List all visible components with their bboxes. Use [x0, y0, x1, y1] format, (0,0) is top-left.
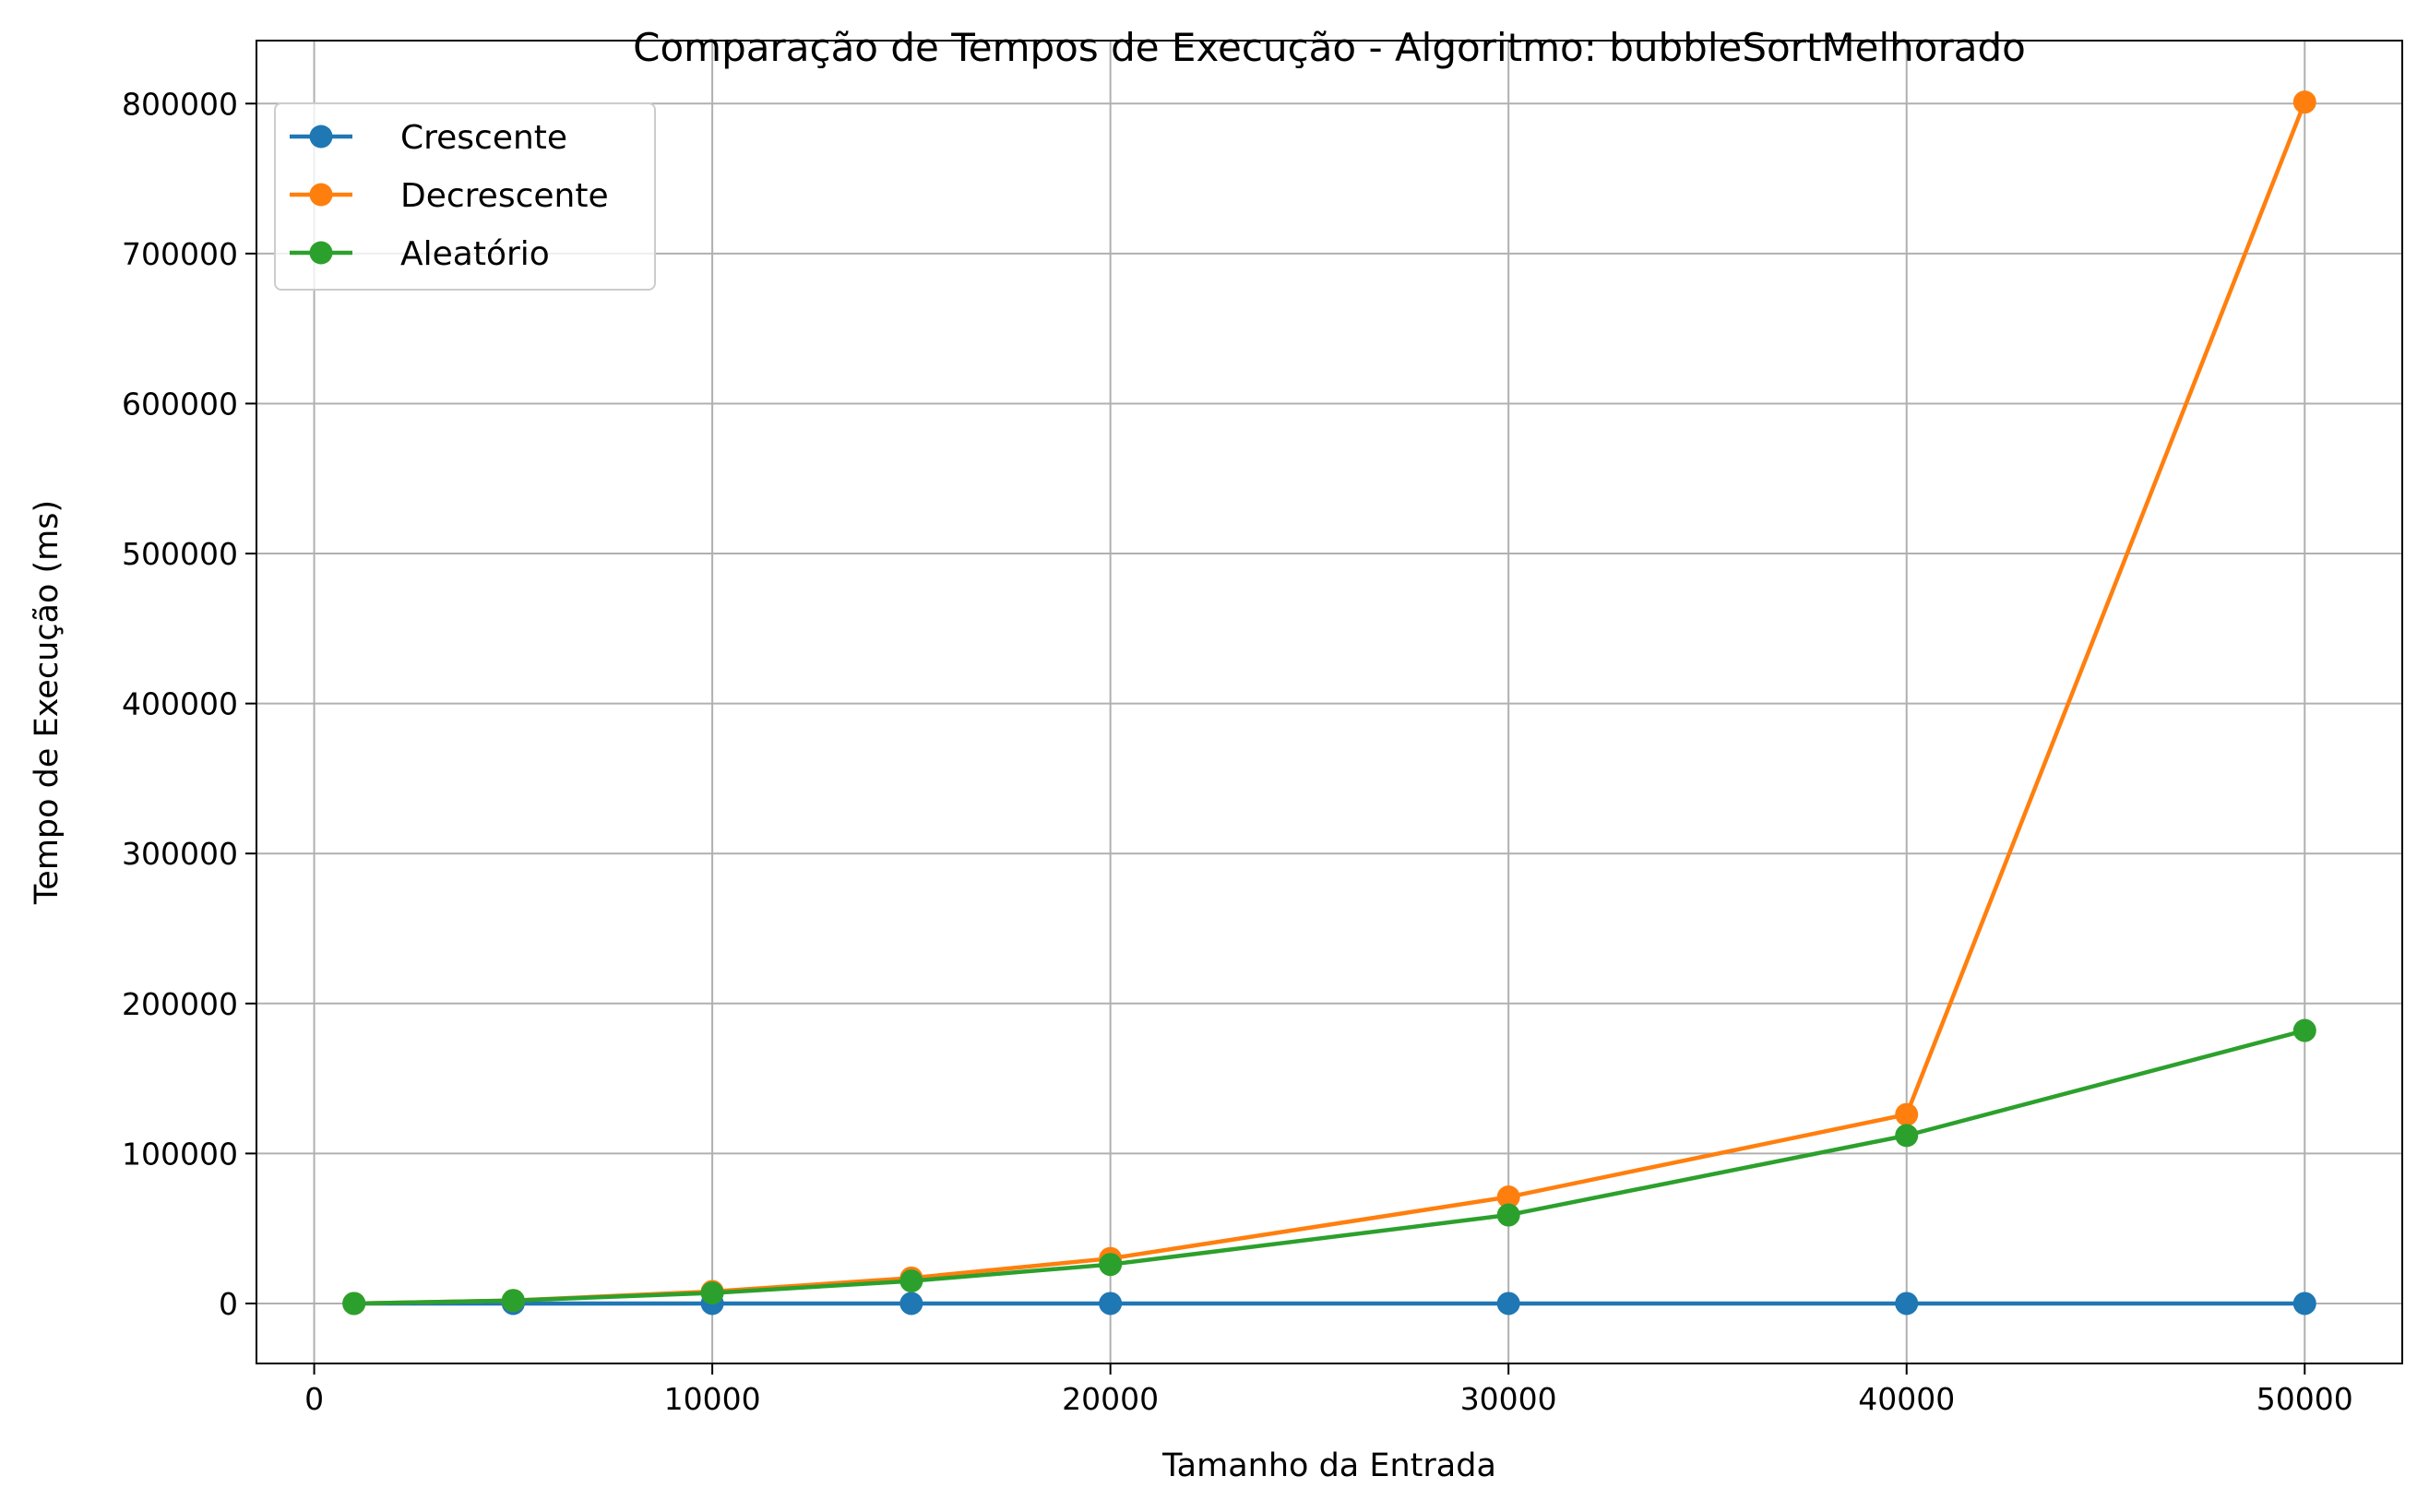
x-tick-label: 30000 [1460, 1381, 1557, 1417]
data-point [2292, 1018, 2316, 1042]
y-axis-label: Tempo de Execução (ms) [29, 500, 65, 905]
plot-area-frame [256, 40, 2403, 1364]
legend-item: Decrescente [290, 177, 609, 215]
legend-label: Decrescente [400, 177, 609, 215]
data-point [1099, 1253, 1123, 1277]
y-tick-label: 600000 [122, 386, 238, 422]
series-Aleatório [342, 1018, 2316, 1316]
data-point [1496, 1203, 1520, 1227]
y-tick-label: 300000 [122, 836, 238, 872]
legend-label: Crescente [400, 119, 567, 157]
legend-label: Aleatório [400, 235, 550, 273]
legend-marker [309, 183, 333, 207]
legend: Crescente Decrescente Aleatório [274, 102, 656, 291]
legend-marker [309, 125, 333, 149]
legend-item: Crescente [290, 119, 567, 157]
data-point [1496, 1292, 1520, 1316]
data-point [1895, 1102, 1919, 1126]
data-point [1099, 1292, 1123, 1316]
y-tick-label: 200000 [122, 986, 238, 1022]
y-tick-label: 100000 [122, 1136, 238, 1172]
y-tick-label: 700000 [122, 236, 238, 272]
x-axis-label: Tamanho da Entrada [1161, 1447, 1496, 1484]
x-tick-label: 10000 [664, 1381, 761, 1417]
y-tick-label: 0 [219, 1286, 238, 1322]
x-tick-label: 20000 [1062, 1381, 1159, 1417]
axis-ticks: 0 10000 20000 30000 40000 5000001000002000003… [122, 86, 2353, 1417]
x-tick-label: 50000 [2256, 1381, 2353, 1417]
series-line [353, 1028, 2305, 1306]
legend-box [274, 102, 656, 291]
x-tick-label: 40000 [1858, 1381, 1955, 1417]
series-lines [342, 90, 2316, 1316]
grid [256, 41, 2402, 1363]
data-point [2292, 90, 2316, 114]
data-point [1895, 1292, 1919, 1316]
y-tick-label: 500000 [122, 536, 238, 572]
data-point [1496, 1185, 1520, 1209]
data-point [700, 1281, 724, 1305]
legend-marker [309, 241, 333, 265]
data-point [2292, 1292, 2316, 1316]
data-point [1895, 1124, 1919, 1148]
y-tick-label: 800000 [122, 86, 238, 122]
chart-title: Comparação de Tempos de Execução - Algor… [633, 25, 2026, 70]
y-tick-label: 400000 [122, 686, 238, 722]
data-point [342, 1292, 366, 1316]
data-point [501, 1289, 525, 1313]
data-point [899, 1269, 923, 1293]
x-tick-label: 0 [304, 1381, 324, 1417]
data-point [899, 1292, 923, 1316]
legend-item: Aleatório [290, 235, 550, 273]
